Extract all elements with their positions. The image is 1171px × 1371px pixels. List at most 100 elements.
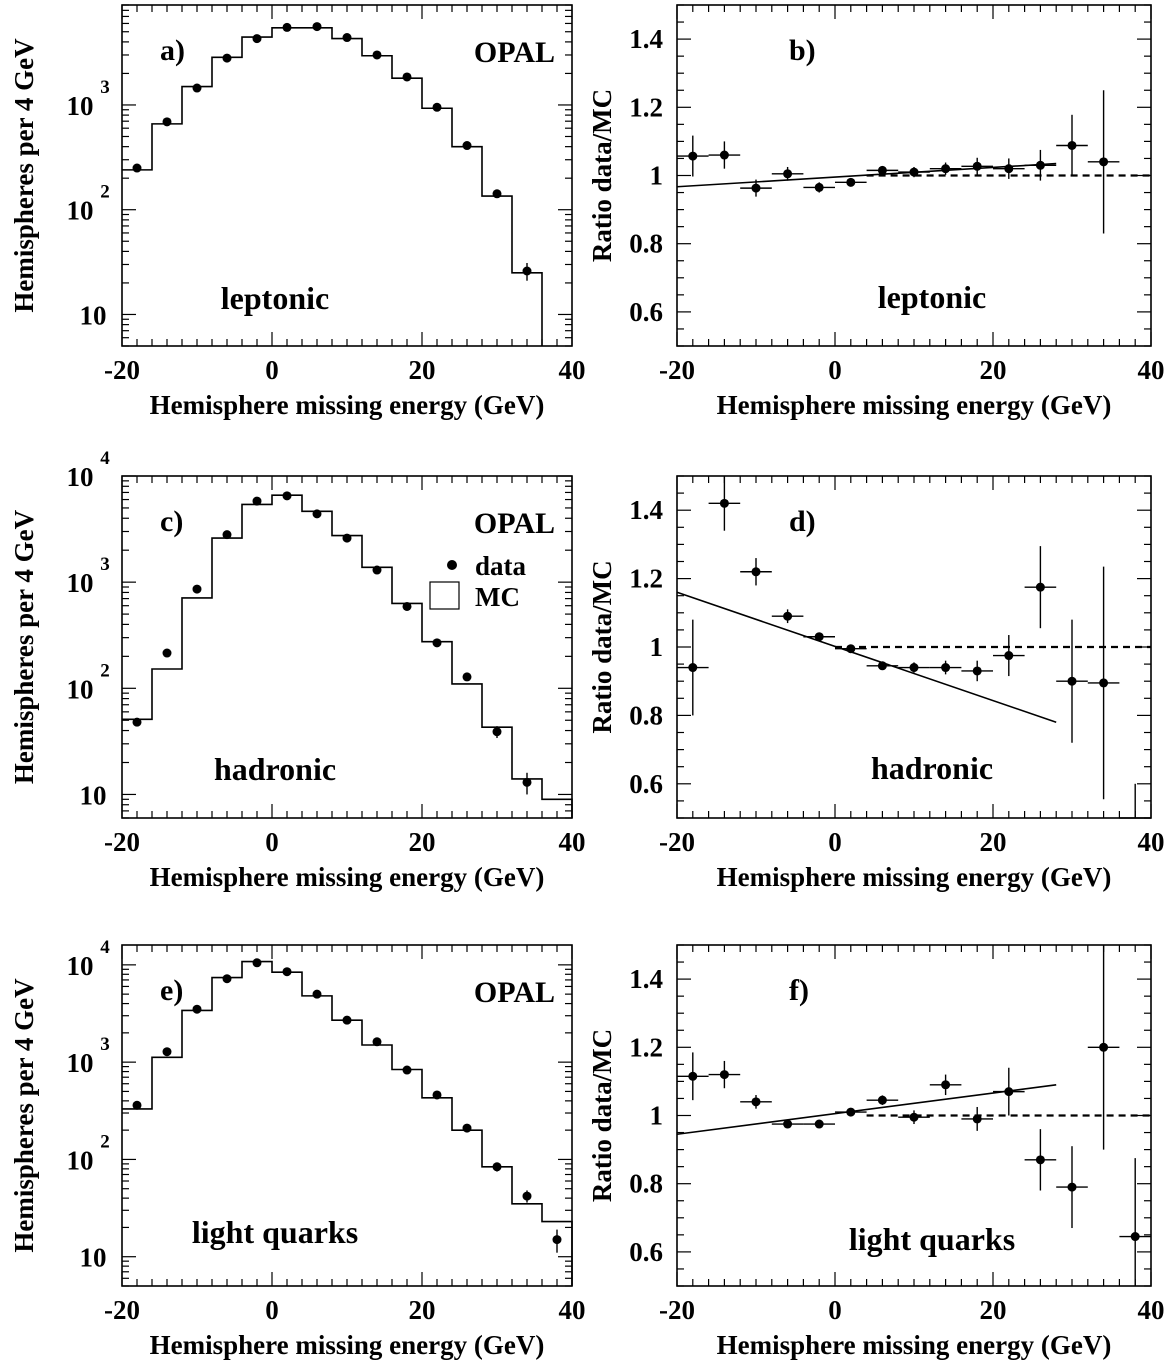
data-point [222,974,232,984]
data-point [132,163,142,173]
x-tick-label: 0 [265,827,279,857]
x-axis-title: Hemisphere missing energy (GeV) [150,390,545,420]
ratio-point [688,663,698,673]
x-tick-label: 20 [980,355,1007,385]
ratio-point [1099,678,1109,688]
panel-label: c) [160,505,183,538]
y-tick-exponent: 4 [100,937,110,958]
mc-histogram [122,494,573,818]
x-tick-label: 0 [828,355,842,385]
y-tick-exponent: 3 [100,77,110,98]
legend-data-marker [447,560,457,570]
ratio-point [1035,1155,1045,1165]
y-tick-label: 1.2 [629,92,663,122]
data-point [132,717,142,727]
data-point [222,53,232,63]
data-point [162,648,172,658]
ratio-point [1004,651,1014,661]
y-tick-label: 10 [80,780,107,810]
data-point [522,1191,532,1201]
x-tick-label: 40 [1138,827,1165,857]
x-tick-label: 40 [559,355,586,385]
y-tick-exponent: 4 [100,448,110,469]
x-tick-label: -20 [104,827,140,857]
experiment-label: OPAL [474,36,555,69]
data-point [372,565,382,575]
x-tick-label: 40 [1138,1295,1165,1325]
data-point [342,533,352,543]
ratio-point [688,1071,698,1081]
x-tick-label: -20 [659,1295,695,1325]
ratio-point [814,632,824,642]
ratio-point [783,611,793,621]
ratio-point [846,1107,856,1117]
ratio-point [941,663,951,673]
ratio-point [688,151,698,161]
x-tick-label: 0 [828,1295,842,1325]
category-label: hadronic [214,751,336,787]
ratio-point [1067,1182,1077,1192]
x-axis-title: Hemisphere missing energy (GeV) [717,862,1112,892]
data-point [162,1047,172,1057]
data-point [522,266,532,276]
data-point [342,1015,352,1025]
y-tick-label: 1.2 [629,1032,663,1062]
data-point [462,672,472,682]
y-tick-label: 1 [650,1101,664,1131]
experiment-label: OPAL [474,976,555,1009]
category-label: hadronic [871,750,993,786]
y-tick-label: 1.4 [629,964,663,994]
data-point [462,1123,472,1133]
data-point [192,1004,202,1014]
category-label: light quarks [849,1221,1015,1257]
ratio-point [783,169,793,179]
mc-histogram [122,27,543,346]
data-point [432,102,442,112]
data-point [522,777,532,787]
ratio-point [751,567,761,577]
panel-label: e) [160,974,183,1007]
ratio-point [751,1097,761,1107]
y-tick-label: 10 [67,951,94,981]
ratio-point [1099,1042,1109,1052]
data-point [282,22,292,32]
data-point [192,584,202,594]
data-point [312,22,322,32]
x-axis-title: Hemisphere missing energy (GeV) [150,1330,545,1360]
y-tick-exponent: 3 [100,554,110,575]
ratio-point [1035,582,1045,592]
ratio-point [877,661,887,671]
x-tick-label: 20 [409,827,436,857]
ratio-point [814,1119,824,1129]
ratio-point [909,663,919,673]
data-point [492,727,502,737]
y-tick-label: 0.6 [629,1237,663,1267]
ratio-point [719,150,729,160]
ratio-point [877,165,887,175]
y-tick-label: 0.8 [629,229,663,259]
y-tick-label: 10 [67,196,94,226]
data-point [312,509,322,519]
x-axis-title: Hemisphere missing energy (GeV) [717,390,1112,420]
ratio-point [909,167,919,177]
y-tick-label: 10 [67,462,94,492]
y-tick-label: 10 [67,674,94,704]
data-point [162,117,172,127]
data-point [492,1162,502,1172]
y-axis-title: Ratio data/MC [587,1029,617,1202]
data-point [222,530,232,540]
x-axis-title: Hemisphere missing energy (GeV) [150,862,545,892]
data-point [402,1065,412,1075]
ratio-point [814,182,824,192]
legend-mc-label: MC [475,582,520,612]
ratio-point [1067,676,1077,686]
y-tick-label: 10 [80,1243,107,1273]
x-tick-label: 20 [409,355,436,385]
y-tick-exponent: 2 [100,1131,110,1152]
data-point [402,72,412,82]
ratio-point [1035,160,1045,170]
x-tick-label: 0 [265,1295,279,1325]
mc-histogram [122,960,573,1286]
y-axis-title: Ratio data/MC [587,560,617,733]
data-point [192,83,202,93]
